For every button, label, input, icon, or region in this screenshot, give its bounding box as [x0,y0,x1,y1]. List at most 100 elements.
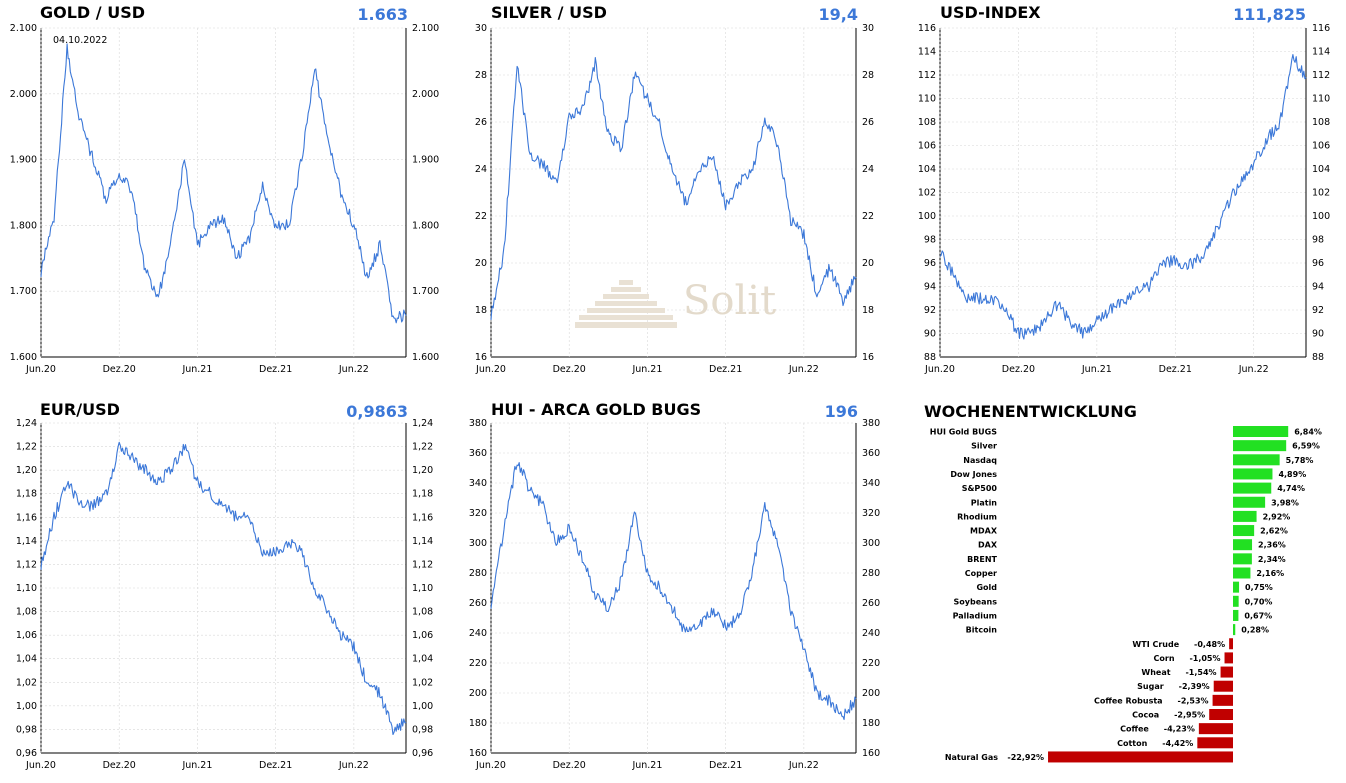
x-tick-label: Dez.20 [103,364,136,375]
price-series-line [490,462,857,721]
y-tick-label-right: 1,02 [412,677,433,688]
usd-index-current-value: 111,825 [1233,5,1306,24]
bar-4 [1233,482,1272,494]
y-tick-label-right: 340 [862,478,880,489]
y-tick-label-right: 26 [862,117,874,128]
y-tick-label-right: 320 [862,508,880,519]
bar-value-label: 3,98% [1271,498,1299,507]
y-tick-label-right: 90 [1312,329,1324,340]
bar-2 [1233,454,1280,466]
x-tick-label: Jun.20 [475,760,506,771]
y-tick-label-left: 96 [924,258,936,269]
bar-value-label: -0,48% [1194,640,1225,649]
y-tick-label-right: 1,04 [412,654,433,665]
solit-watermark-text: Solit [683,278,777,324]
weekly-chart-title: WOCHENENTWICKLUNG [924,402,1137,421]
bar-value-label: 2,62% [1260,527,1288,536]
bar-category-label: Soybeans [954,597,998,606]
y-tick-label-left: 1.700 [10,286,37,297]
y-tick-label-left: 106 [918,141,936,152]
bar-14 [1233,624,1236,636]
y-tick-label-right: 2.100 [412,23,439,34]
price-series-line [490,57,857,321]
bar-category-label: Gold [976,583,997,592]
bar-category-label: Coffee Robusta [1094,696,1163,705]
y-tick-label-right: 360 [862,448,880,459]
bar-9 [1233,553,1252,565]
bar-15 [1229,638,1233,650]
gold-chart-title: GOLD / USD [40,3,145,22]
y-tick-label-left: 280 [469,568,487,579]
eurusd-line-chart: 0,96 0,96 0,98 0,98 1,00 1,00 1,02 1,02 1,04 1,04… [16,418,433,771]
y-tick-label-left: 100 [918,211,936,222]
y-tick-label-right: 220 [862,658,880,669]
x-tick-label: Jun.22 [788,364,819,375]
y-tick-label-right: 88 [1312,352,1324,363]
y-tick-label-left: 2.100 [10,23,37,34]
bar-0 [1233,426,1289,437]
y-tick-label-left: 110 [918,94,936,105]
y-tick-label-right: 180 [862,718,880,729]
bar-value-label: -2,53% [1178,696,1209,705]
bar-value-label: -2,39% [1179,682,1210,691]
bar-value-label: 5,78% [1286,456,1314,465]
hui-line-chart: 160 160 180 180 200 200 220 220 240 240 260 260 280 2… [469,418,880,771]
y-tick-label-right: 104 [1312,164,1330,175]
y-tick-label-left: 108 [918,117,936,128]
y-tick-label-right: 1,14 [412,536,433,547]
silver-chart-title: SILVER / USD [491,3,607,22]
y-tick-label-right: 108 [1312,117,1330,128]
bar-6 [1233,510,1257,522]
x-tick-label: Jun.20 [475,364,506,375]
bar-11 [1233,581,1240,593]
x-tick-label: Jun.20 [25,760,56,771]
x-tick-label: Jun.20 [924,364,955,375]
y-tick-label-left: 1,16 [16,512,37,523]
y-tick-label-right: 0,98 [412,724,433,735]
x-tick-label: Jun.21 [1081,364,1112,375]
x-tick-label: Jun.20 [25,364,56,375]
price-series-line [40,441,407,736]
bar-category-label: MDAX [970,527,998,536]
y-tick-label-right: 98 [1312,235,1324,246]
y-tick-label-left: 88 [924,352,936,363]
bar-value-label: 0,70% [1245,597,1273,606]
y-tick-label-left: 1,06 [16,630,37,641]
bar-value-label: 2,16% [1256,569,1284,578]
x-tick-label: Jun.21 [181,760,212,771]
y-tick-label-right: 112 [1312,70,1330,81]
y-tick-label-right: 1,18 [412,489,433,500]
y-tick-label-right: 380 [862,418,880,429]
bar-5 [1233,496,1266,508]
y-tick-label-right: 106 [1312,141,1330,152]
y-tick-label-right: 22 [862,211,874,222]
y-tick-label-right: 1,12 [412,559,433,570]
bar-value-label: 6,59% [1292,442,1320,451]
y-tick-label-left: 1,24 [16,418,37,429]
y-tick-label-left: 1,14 [16,536,37,547]
bar-value-label: 6,84% [1294,428,1322,437]
y-tick-label-right: 18 [862,305,874,316]
bar-category-label: S&P500 [962,484,998,493]
x-tick-label: Jun.21 [631,364,662,375]
y-tick-label-right: 20 [862,258,874,269]
usd-index-line-chart: 88 88 90 90 92 92 94 94 96 96 98 98 100 100 102 102 104 1… [918,23,1330,375]
bar-3 [1233,468,1273,480]
x-tick-label: Jun.22 [788,760,819,771]
bar-23 [1048,751,1233,763]
y-tick-label-right: 1,24 [412,418,433,429]
bar-category-label: Natural Gas [945,753,998,762]
bar-value-label: 2,34% [1258,555,1286,564]
y-tick-label-left: 18 [475,305,487,316]
y-tick-label-left: 320 [469,508,487,519]
bar-18 [1213,680,1233,692]
eurusd-current-value: 0,9863 [346,402,408,421]
bar-value-label: 0,28% [1241,626,1269,635]
y-tick-label-left: 112 [918,70,936,81]
hui-current-value: 196 [824,402,858,421]
bar-value-label: -1,05% [1189,654,1220,663]
y-tick-label-left: 220 [469,658,487,669]
y-tick-label-left: 1,08 [16,607,37,618]
bar-19 [1212,694,1233,706]
y-tick-label-left: 116 [918,23,936,34]
